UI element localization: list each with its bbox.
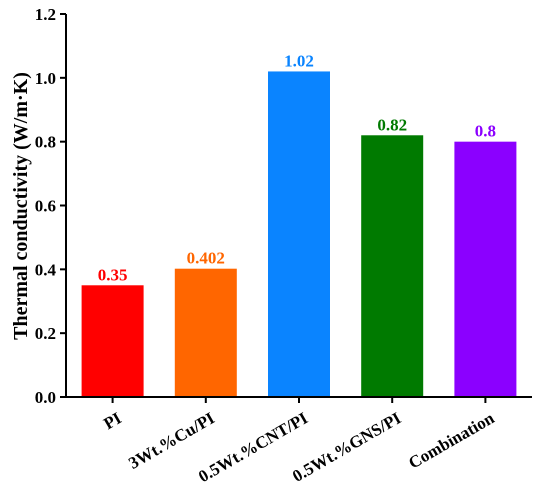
bar-0 — [81, 285, 144, 397]
data-label-3: 0.82 — [377, 115, 407, 134]
bars-group — [81, 71, 517, 398]
y-ticks-group: 0.0 0.2 0.4 0.6 0.8 1.0 1.2 — [35, 5, 66, 407]
data-label-2: 1.02 — [284, 51, 314, 70]
y-tick-label-2: 0.4 — [35, 260, 57, 279]
x-ticks-group: PI 3Wt.%Cu/PI0.5Wt.%CNT/PI0.5Wt.%GNS/PI Co… — [100, 397, 498, 486]
data-label-1: 0.402 — [187, 249, 225, 268]
y-tick-label-3: 0.6 — [35, 197, 56, 216]
y-tick-label-6: 1.2 — [35, 5, 56, 24]
y-tick-label-1: 0.2 — [35, 324, 56, 343]
y-tick-label-4: 0.8 — [35, 133, 56, 152]
y-tick-label-5: 1.0 — [35, 69, 56, 88]
bar-3 — [361, 135, 424, 398]
bar-4 — [454, 141, 517, 397]
data-label-4: 0.8 — [475, 122, 496, 141]
x-tick-label-0: PI — [100, 408, 125, 433]
x-tick-label-1: 3Wt.%Cu/PI — [125, 408, 218, 473]
bar-1 — [174, 268, 237, 397]
axes-group — [65, 14, 532, 398]
data-labels-group: 0.35 0.402 1.02 0.82 0.8 — [98, 51, 496, 284]
y-tick-label-0: 0.0 — [35, 388, 56, 407]
y-axis-label: Thermal conductivity (W/m·K) — [10, 72, 32, 340]
bar-2 — [268, 71, 330, 397]
x-tick-label-4: Combination — [405, 408, 498, 472]
data-label-0: 0.35 — [98, 265, 128, 284]
